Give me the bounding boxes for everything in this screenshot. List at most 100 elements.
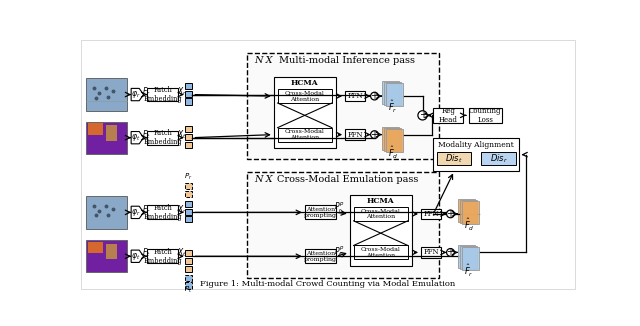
Circle shape xyxy=(447,248,454,256)
FancyBboxPatch shape xyxy=(186,275,193,281)
FancyBboxPatch shape xyxy=(88,123,103,135)
FancyBboxPatch shape xyxy=(436,152,470,165)
FancyBboxPatch shape xyxy=(386,83,403,106)
FancyBboxPatch shape xyxy=(147,205,179,219)
FancyBboxPatch shape xyxy=(186,126,193,132)
FancyBboxPatch shape xyxy=(458,199,476,222)
Text: Patch
Embedding: Patch Embedding xyxy=(143,129,182,146)
FancyBboxPatch shape xyxy=(305,249,336,263)
FancyBboxPatch shape xyxy=(186,141,193,148)
FancyBboxPatch shape xyxy=(186,209,193,215)
FancyBboxPatch shape xyxy=(384,82,401,105)
Text: $F_r$: $F_r$ xyxy=(142,203,151,215)
Polygon shape xyxy=(131,131,143,144)
FancyBboxPatch shape xyxy=(469,108,502,123)
Text: $X_t$: $X_t$ xyxy=(177,128,188,141)
Text: FFN: FFN xyxy=(423,210,439,218)
FancyBboxPatch shape xyxy=(86,78,127,111)
Text: Cross-Modal
Attention: Cross-Modal Attention xyxy=(285,91,324,101)
Text: $F_t$: $F_t$ xyxy=(142,128,151,141)
Polygon shape xyxy=(131,88,143,101)
Text: $X_r$: $X_r$ xyxy=(177,85,188,98)
FancyBboxPatch shape xyxy=(274,77,336,148)
Text: $P_r^p$: $P_r^p$ xyxy=(334,201,345,215)
Text: N X: N X xyxy=(254,175,273,184)
Text: +: + xyxy=(371,130,378,140)
FancyBboxPatch shape xyxy=(421,247,441,258)
Text: $\hat{F}_d$: $\hat{F}_d$ xyxy=(388,145,399,161)
FancyBboxPatch shape xyxy=(186,265,193,272)
FancyBboxPatch shape xyxy=(186,191,193,197)
FancyBboxPatch shape xyxy=(86,196,127,229)
Circle shape xyxy=(371,131,378,139)
Text: Multi-modal Inference pass: Multi-modal Inference pass xyxy=(280,56,415,65)
FancyBboxPatch shape xyxy=(460,200,477,223)
Text: Patch
Embedding: Patch Embedding xyxy=(143,204,182,221)
Text: $\hat{F}_r$: $\hat{F}_r$ xyxy=(464,263,474,279)
FancyBboxPatch shape xyxy=(186,216,193,222)
Circle shape xyxy=(418,111,428,120)
Text: Cross-Modal Emulation pass: Cross-Modal Emulation pass xyxy=(276,175,418,184)
Text: HCMA: HCMA xyxy=(367,197,394,205)
FancyBboxPatch shape xyxy=(462,201,479,224)
Text: FFN: FFN xyxy=(348,92,363,100)
FancyBboxPatch shape xyxy=(186,83,193,89)
FancyBboxPatch shape xyxy=(481,152,516,165)
Text: $P_r$: $P_r$ xyxy=(184,172,193,182)
Text: $Dis_t$: $Dis_t$ xyxy=(445,152,462,165)
FancyBboxPatch shape xyxy=(186,91,193,97)
FancyBboxPatch shape xyxy=(86,122,127,154)
FancyBboxPatch shape xyxy=(278,128,332,141)
FancyBboxPatch shape xyxy=(186,98,193,105)
FancyBboxPatch shape xyxy=(382,127,399,150)
FancyBboxPatch shape xyxy=(349,195,412,265)
Text: $P_t$: $P_t$ xyxy=(184,285,193,295)
FancyBboxPatch shape xyxy=(421,209,441,219)
Text: Reg
Head: Reg Head xyxy=(438,107,458,124)
FancyBboxPatch shape xyxy=(246,171,439,278)
FancyBboxPatch shape xyxy=(386,129,403,152)
FancyBboxPatch shape xyxy=(186,134,193,140)
FancyBboxPatch shape xyxy=(460,246,477,269)
Text: +: + xyxy=(419,110,426,120)
Text: Cross-Modal
Attention: Cross-Modal Attention xyxy=(361,247,401,258)
Text: $Dis_r$: $Dis_r$ xyxy=(490,152,508,165)
Text: Cross-Modal
Attention: Cross-Modal Attention xyxy=(285,129,324,140)
FancyBboxPatch shape xyxy=(345,91,365,101)
FancyBboxPatch shape xyxy=(186,250,193,256)
FancyBboxPatch shape xyxy=(462,247,479,270)
FancyBboxPatch shape xyxy=(384,128,401,151)
Text: FFN: FFN xyxy=(423,248,439,257)
FancyBboxPatch shape xyxy=(106,126,117,141)
Polygon shape xyxy=(131,250,143,262)
Text: $F_r$: $F_r$ xyxy=(142,85,151,98)
Text: Figure 1: Multi-modal Crowd Counting via Modal Emulation: Figure 1: Multi-modal Crowd Counting via… xyxy=(200,280,456,288)
Text: N X: N X xyxy=(254,56,273,65)
FancyBboxPatch shape xyxy=(147,88,179,101)
Polygon shape xyxy=(131,206,143,218)
Text: $\varphi_r$: $\varphi_r$ xyxy=(131,207,141,218)
Text: +: + xyxy=(371,91,378,101)
FancyBboxPatch shape xyxy=(186,258,193,264)
FancyBboxPatch shape xyxy=(305,205,336,219)
Text: Patch
Embedding: Patch Embedding xyxy=(143,86,182,103)
Text: $\varphi_r$: $\varphi_r$ xyxy=(131,89,141,100)
Circle shape xyxy=(371,92,378,100)
Text: FFN: FFN xyxy=(348,131,363,139)
Text: Modality Alignment: Modality Alignment xyxy=(438,141,514,149)
Text: $X_t$: $X_t$ xyxy=(177,247,188,259)
FancyBboxPatch shape xyxy=(147,249,179,263)
FancyBboxPatch shape xyxy=(433,139,518,171)
Text: $\hat{F}_r$: $\hat{F}_r$ xyxy=(388,99,398,115)
FancyBboxPatch shape xyxy=(353,245,408,259)
FancyBboxPatch shape xyxy=(458,245,476,268)
FancyBboxPatch shape xyxy=(147,131,179,145)
Text: $P_t^p$: $P_t^p$ xyxy=(334,244,345,259)
Text: $\varphi_t$: $\varphi_t$ xyxy=(131,132,141,143)
FancyBboxPatch shape xyxy=(186,201,193,207)
FancyBboxPatch shape xyxy=(246,53,439,159)
Text: Cross-Modal
Attention: Cross-Modal Attention xyxy=(361,209,401,219)
Text: +: + xyxy=(447,247,454,258)
FancyBboxPatch shape xyxy=(353,207,408,221)
Text: HCMA: HCMA xyxy=(291,79,319,87)
